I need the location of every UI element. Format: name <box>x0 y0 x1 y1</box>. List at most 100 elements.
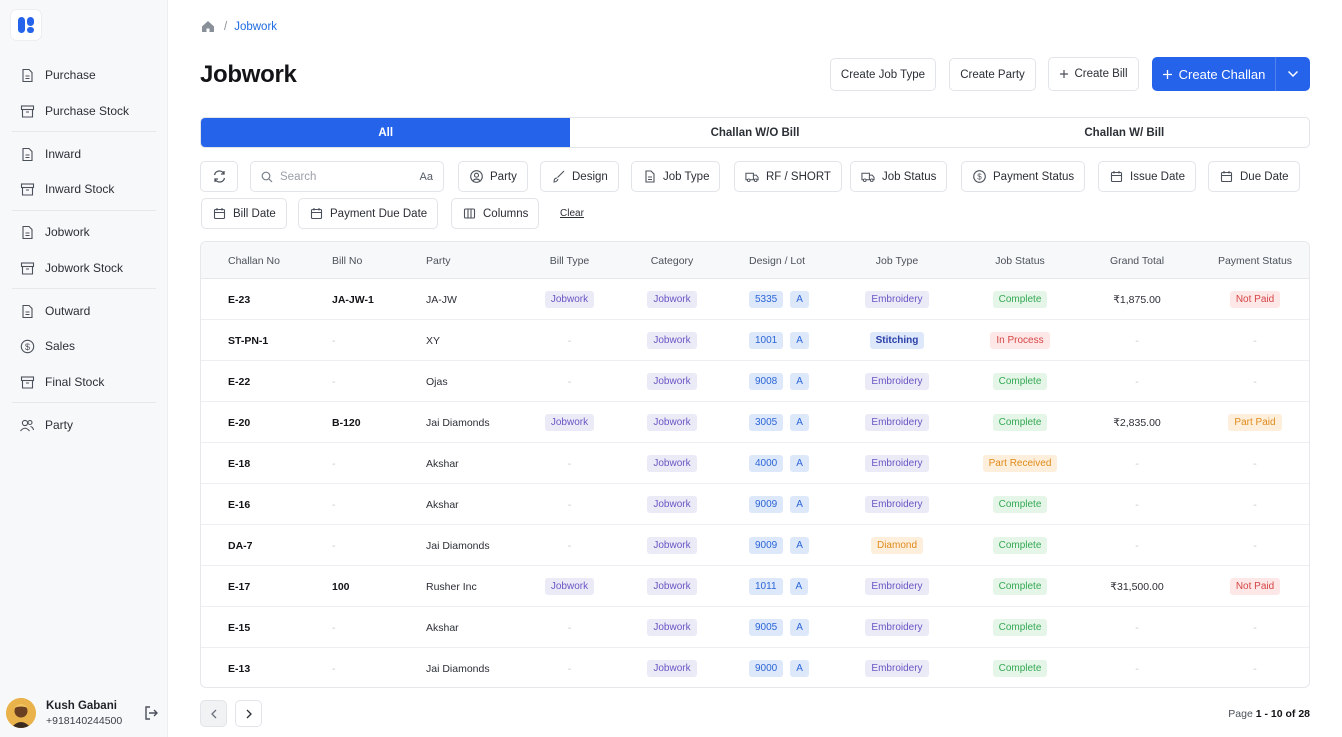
sidebar-item-outward[interactable]: Outward <box>12 296 156 326</box>
app-logo[interactable] <box>10 9 42 41</box>
cell-payment-status: - <box>1187 484 1309 525</box>
breadcrumb-current[interactable]: Jobwork <box>234 20 278 33</box>
job-status-badge: Complete <box>992 414 1048 431</box>
sidebar-item-inward[interactable]: Inward <box>12 139 156 169</box>
cell-party: Jai Diamonds <box>426 402 556 443</box>
issue-date-filter[interactable]: Issue Date <box>1098 161 1196 192</box>
create-party-button[interactable]: Create Party <box>949 58 1036 91</box>
clear-filters-link[interactable]: Clear <box>560 208 584 219</box>
table-row[interactable]: E-17 100 Rusher Inc Jobwork Jobwork 1011 A Embr… <box>201 566 1309 607</box>
due-date-filter[interactable]: Due Date <box>1208 161 1300 192</box>
file-icon <box>18 302 36 320</box>
sidebar-item-inward-stock[interactable]: Inward Stock <box>12 174 156 204</box>
table-row[interactable]: E-15 - Akshar - Jobwork 9005 A Embroidery Comple… <box>201 607 1309 648</box>
payment-status-badge: - <box>1253 539 1257 552</box>
table-row[interactable]: E-20 B-120 Jai Diamonds Jobwork Jobwork 3005 A… <box>201 402 1309 443</box>
payment-status-badge: - <box>1253 662 1257 675</box>
page-info-prefix: Page <box>1228 708 1253 720</box>
column-header-job-type[interactable]: Job Type <box>875 254 919 267</box>
table-row[interactable]: E-23 JA-JW-1 JA-JW Jobwork Jobwork 5335 A Embro… <box>201 279 1309 320</box>
user-name: Kush Gabani <box>46 699 117 712</box>
sidebar-item-jobwork-stock[interactable]: Jobwork Stock <box>12 253 156 283</box>
cell-job-type: Embroidery <box>844 361 950 402</box>
cell-bill-type: - <box>512 648 627 687</box>
table-row[interactable]: E-22 - Ojas - Jobwork 9008 A Embroidery Complete… <box>201 361 1309 402</box>
cell-grand-total: - <box>1079 443 1195 484</box>
cell-payment-status: - <box>1187 361 1309 402</box>
sidebar-item-party[interactable]: Party <box>12 410 156 440</box>
create-bill-button[interactable]: Create Bill <box>1048 57 1139 91</box>
table-row[interactable]: E-18 - Akshar - Jobwork 4000 A Embroidery Part R… <box>201 443 1309 484</box>
cell-grand-total: - <box>1079 648 1195 687</box>
home-icon[interactable] <box>201 20 215 33</box>
columns-button[interactable]: Columns <box>451 198 540 229</box>
tab-challan-with-bill[interactable]: Challan W/ Bill <box>1084 126 1165 139</box>
sidebar-item-sales[interactable]: $ Sales <box>12 331 156 361</box>
job-type-filter[interactable]: Job Type <box>631 161 721 192</box>
previous-page-button[interactable] <box>200 700 227 727</box>
create-challan-button[interactable]: Create Challan <box>1152 57 1276 91</box>
tab-challan-without-bill[interactable]: Challan W/O Bill <box>710 126 800 139</box>
column-header-party[interactable]: Party <box>426 254 451 267</box>
payment-due-date-filter[interactable]: Payment Due Date <box>298 198 439 229</box>
challan-no: E-16 <box>228 498 251 511</box>
sidebar-item-label: Inward Stock <box>45 182 115 196</box>
column-header-payment-status[interactable]: Payment Status <box>1217 254 1293 267</box>
table-row[interactable]: DA-7 - Jai Diamonds - Jobwork 9009 A Diamond Com… <box>201 525 1309 566</box>
search-input[interactable] <box>280 170 420 183</box>
cell-challan-no: E-20 <box>228 402 338 443</box>
design-badge: 9005 <box>749 619 784 636</box>
column-header-category[interactable]: Category <box>650 254 694 267</box>
cell-payment-status: - <box>1187 443 1309 484</box>
match-case-toggle[interactable]: Aa <box>419 170 433 183</box>
tab-all[interactable]: All <box>201 118 571 147</box>
design-filter[interactable]: Design <box>540 161 619 192</box>
rf-short-filter[interactable]: RF / SHORT <box>734 161 842 192</box>
cell-party: Jai Diamonds <box>426 648 556 687</box>
job-type-badge: Embroidery <box>865 619 929 636</box>
column-header-bill-type[interactable]: Bill Type <box>549 254 590 267</box>
party-name: Akshar <box>426 457 459 470</box>
create-challan-dropdown[interactable] <box>1276 57 1310 91</box>
logout-icon[interactable] <box>142 704 160 722</box>
job-status-badge: Complete <box>992 619 1048 636</box>
sidebar-item-final-stock[interactable]: Final Stock <box>12 367 156 397</box>
next-page-button[interactable] <box>235 700 262 727</box>
category-badge: Jobwork <box>647 414 697 431</box>
create-job-type-button[interactable]: Create Job Type <box>830 58 936 91</box>
job-status-filter[interactable]: Job Status <box>850 161 948 192</box>
cell-bill-no: - <box>332 361 432 402</box>
grand-total: - <box>1135 498 1139 511</box>
bill-date-filter[interactable]: Bill Date <box>201 198 287 229</box>
refresh-button[interactable] <box>200 161 238 192</box>
cell-category: Jobwork <box>619 402 725 443</box>
cell-payment-status: - <box>1187 648 1309 687</box>
column-header-challan[interactable]: Challan No <box>228 254 280 267</box>
category-badge: Jobwork <box>647 332 697 349</box>
table-row[interactable]: ST-PN-1 - XY - Jobwork 1001 A Stitching In Proce… <box>201 320 1309 361</box>
file-icon <box>18 223 36 241</box>
column-header-job-status[interactable]: Job Status <box>995 254 1045 267</box>
sidebar-item-purchase-stock[interactable]: Purchase Stock <box>12 96 156 126</box>
users-icon <box>18 416 36 434</box>
column-header-grand-total[interactable]: Grand Total <box>1109 254 1165 267</box>
file-icon <box>18 66 36 84</box>
job-status-badge: Complete <box>992 578 1048 595</box>
job-type-badge: Embroidery <box>865 496 929 513</box>
sidebar-item-label: Party <box>45 418 74 432</box>
dollar-circle-icon: $ <box>972 170 986 183</box>
party-name: Jai Diamonds <box>426 539 490 552</box>
sidebar-item-jobwork[interactable]: Jobwork <box>12 217 156 247</box>
column-header-design[interactable]: Design / Lot <box>749 254 806 267</box>
table-row[interactable]: E-13 - Jai Diamonds - Jobwork 9000 A Embroidery… <box>201 648 1309 687</box>
cell-bill-type: - <box>512 361 627 402</box>
table-row[interactable]: E-16 - Akshar - Jobwork 9009 A Embroidery Comple… <box>201 484 1309 525</box>
job-status-badge: Complete <box>992 537 1048 554</box>
payment-status-filter[interactable]: $ Payment Status <box>961 161 1086 192</box>
cell-bill-type: Jobwork <box>512 279 627 320</box>
column-header-bill[interactable]: Bill No <box>332 254 363 267</box>
columns-icon <box>463 208 475 219</box>
sidebar-item-purchase[interactable]: Purchase <box>12 60 156 90</box>
cell-bill-no: - <box>332 525 432 566</box>
party-filter[interactable]: Party <box>458 161 528 192</box>
